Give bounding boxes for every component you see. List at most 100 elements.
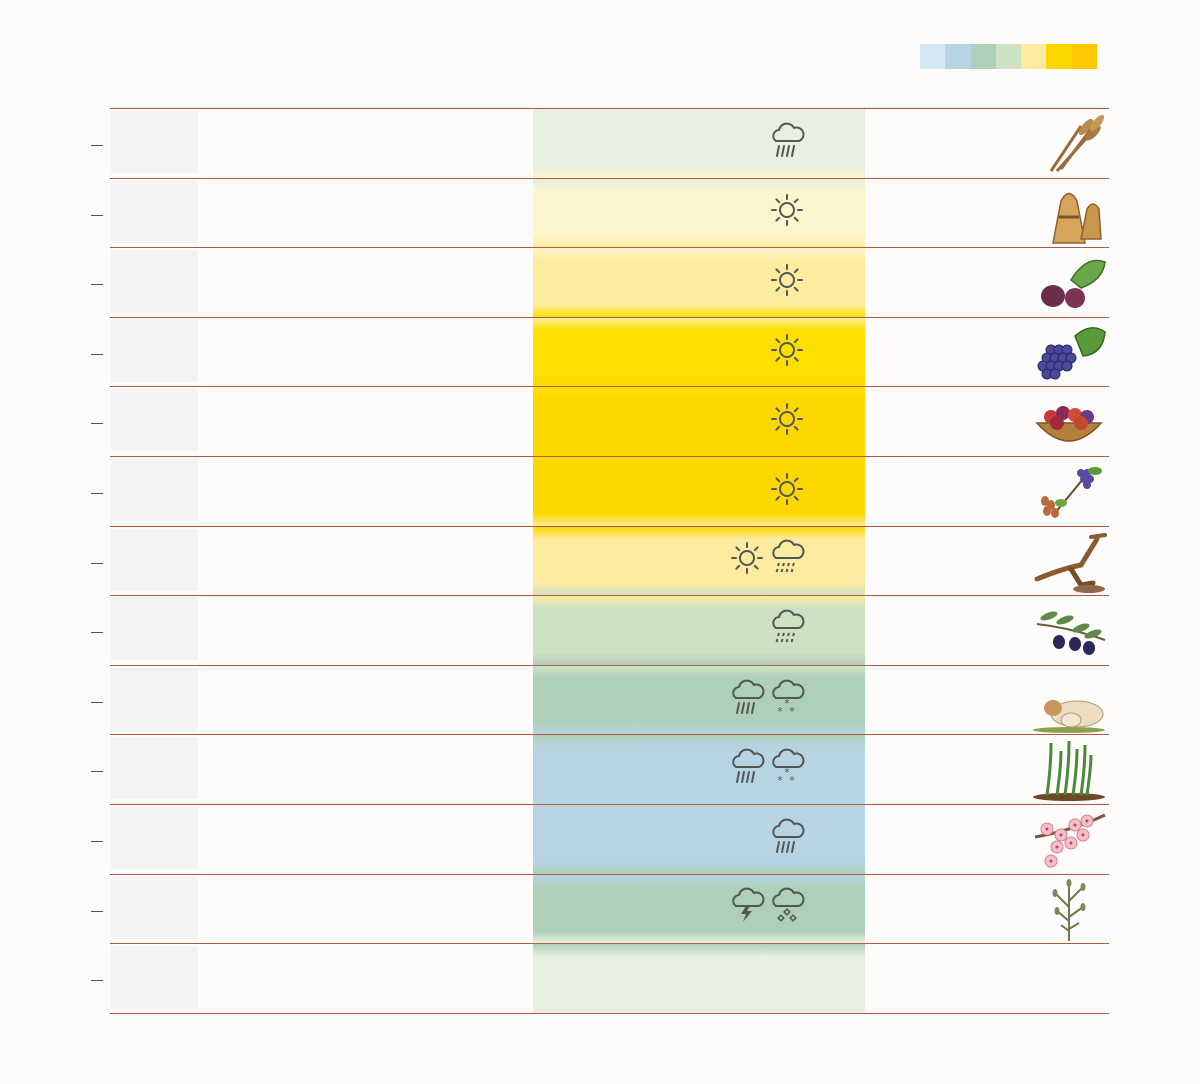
- snow-icon: * * *: [769, 747, 805, 792]
- snow-icon: * * *: [769, 678, 805, 723]
- month-info-cell: [202, 670, 522, 730]
- month-info-cell: [202, 739, 522, 799]
- month-info-cell: [202, 183, 522, 243]
- month-row: [91, 177, 1109, 248]
- month-info-cell: [202, 113, 522, 173]
- month-info-cell: [202, 879, 522, 939]
- row-tick: [91, 632, 103, 634]
- month-info-cell: [202, 461, 522, 521]
- sprouts-icon: [1031, 737, 1107, 803]
- weather-icons: [533, 944, 865, 1013]
- month-row: [91, 873, 1109, 944]
- svg-text:*: *: [789, 774, 795, 787]
- climate-band: [533, 248, 865, 317]
- row-tick: [91, 701, 103, 703]
- row-tick: [91, 493, 103, 494]
- climate-band: [533, 874, 865, 944]
- month-info-cell: [202, 809, 522, 869]
- sun-icon: [769, 330, 805, 375]
- drizzle-icon: [769, 538, 805, 583]
- month-info-cell: [202, 391, 522, 451]
- month-row: [91, 525, 1109, 596]
- weather-icons: * * *: [533, 735, 865, 804]
- wheat-ears-icon: [1031, 111, 1107, 177]
- legend-swatch: [1071, 44, 1098, 69]
- climate-band: [533, 317, 865, 387]
- month-label-cell: [111, 111, 198, 173]
- wheat-sheaves-icon: [1031, 181, 1107, 247]
- month-info-cell: [202, 948, 522, 1008]
- climate-band: [533, 387, 865, 456]
- climate-band: [533, 596, 865, 665]
- flax-icon: [1031, 877, 1107, 943]
- almond-blossom-icon: [1031, 807, 1107, 873]
- month-label-cell: [111, 946, 198, 1009]
- svg-text:*: *: [777, 774, 783, 787]
- month-info-cell: [202, 531, 522, 591]
- dates-grapes-icon: [1031, 459, 1107, 525]
- figs-icon: [1031, 250, 1107, 316]
- sun-icon: [769, 399, 805, 444]
- row-tick: [91, 771, 103, 773]
- drizzle-icon: [769, 608, 805, 653]
- weather-icons: [533, 875, 865, 944]
- month-info-cell: [202, 322, 522, 382]
- row-tick: [91, 423, 103, 425]
- olives-icon: [1031, 598, 1107, 664]
- legend-swatch: [945, 44, 971, 69]
- month-info-cell: [202, 252, 522, 312]
- weather-icons: [533, 387, 865, 456]
- month-label-cell: [111, 319, 198, 382]
- month-label-cell: [111, 459, 198, 521]
- calendar-table: * * * * * *: [91, 108, 1109, 1014]
- row-tick: [91, 841, 103, 842]
- weather-icons: [533, 527, 865, 596]
- row-tick: [91, 214, 103, 216]
- weather-icons: * * *: [533, 666, 865, 735]
- month-label-cell: [111, 250, 198, 313]
- sun-icon: [729, 538, 765, 583]
- climate-band: [533, 805, 865, 874]
- weather-icons: [533, 596, 865, 665]
- weather-icons: [533, 318, 865, 387]
- climate-band: [533, 665, 865, 735]
- weather-icons: [533, 109, 865, 178]
- legend-swatch: [1046, 44, 1072, 69]
- month-label-cell: [111, 528, 198, 591]
- month-row: [91, 316, 1109, 387]
- grapes-icon: [1031, 320, 1107, 386]
- sheep-icon: [1031, 668, 1107, 734]
- month-label-cell: [111, 667, 198, 730]
- month-row: * * *: [91, 664, 1109, 735]
- month-label-cell: [111, 389, 198, 452]
- row-tick: [91, 910, 103, 912]
- climate-band: [533, 109, 865, 178]
- month-row: [91, 386, 1109, 456]
- month-row: [91, 943, 1109, 1014]
- month-label-cell: [111, 180, 198, 243]
- legend-swatch: [970, 44, 996, 69]
- sun-icon: [769, 260, 805, 305]
- sun-icon: [769, 190, 805, 235]
- fruit-basket-icon: [1031, 389, 1107, 455]
- weather-icons: [533, 457, 865, 526]
- sun-icon: [769, 469, 805, 514]
- color-legend: [920, 44, 1098, 69]
- climate-band: [533, 944, 865, 1013]
- rain-icon: [769, 817, 805, 862]
- month-row: [91, 456, 1109, 526]
- row-tick: [91, 562, 103, 564]
- rain-icon: [769, 121, 805, 166]
- month-row: * * *: [91, 734, 1109, 804]
- month-row: [91, 108, 1109, 178]
- row-tick: [91, 353, 103, 355]
- weather-icons: [533, 805, 865, 874]
- row-tick: [91, 145, 103, 146]
- row-tick: [91, 284, 103, 286]
- weather-icons: [533, 179, 865, 248]
- climate-band: [533, 178, 865, 248]
- hail-icon: [769, 886, 805, 931]
- climate-band: [533, 526, 865, 596]
- month-label-cell: [111, 876, 198, 939]
- row-tick: [91, 980, 103, 982]
